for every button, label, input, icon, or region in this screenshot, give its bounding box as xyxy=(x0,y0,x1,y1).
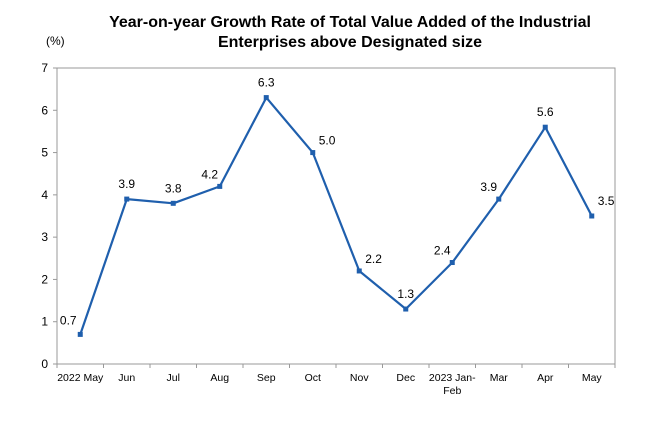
data-value-label: 2.2 xyxy=(365,252,382,266)
x-axis-tick-label-line: Aug xyxy=(210,372,229,384)
y-axis-tick-label: 7 xyxy=(41,61,48,75)
x-axis-tick-label-line: Sep xyxy=(257,372,276,384)
chart-title-line-1: Year-on-year Growth Rate of Total Value … xyxy=(109,14,591,31)
data-point-marker xyxy=(356,268,362,274)
x-axis-tick-label: 2023 Jan-Feb xyxy=(429,372,476,397)
chart-title-line-2: Enterprises above Designated size xyxy=(217,34,483,51)
x-axis-tick-label: Apr xyxy=(537,372,554,384)
x-axis-tick-label-line: Feb xyxy=(443,385,461,397)
x-axis-tick-label-line: 2023 Jan- xyxy=(429,372,476,384)
data-value-label: 0.7 xyxy=(60,313,77,327)
plot-area-frame xyxy=(56,67,616,365)
x-axis-tick-label-line: Mar xyxy=(490,372,509,384)
y-axis-tick-label: 3 xyxy=(41,230,48,244)
data-value-label: 5.6 xyxy=(537,105,554,119)
x-axis-tick-label-line: Dec xyxy=(396,372,415,384)
data-point-marker xyxy=(589,213,595,219)
x-axis-tick-label: Aug xyxy=(210,372,229,384)
y-axis-tick-label: 0 xyxy=(41,357,48,371)
y-axis-tick-label: 5 xyxy=(41,146,48,160)
data-value-label: 1.3 xyxy=(397,287,414,301)
y-axis-tick-label: 2 xyxy=(41,272,48,286)
x-axis-tick-label: Nov xyxy=(350,372,369,384)
x-axis-tick-label-line: Apr xyxy=(537,372,554,384)
x-axis-tick-label-line: Jun xyxy=(118,372,135,384)
x-axis-tick-label-line: Oct xyxy=(305,372,321,384)
x-axis-tick-label: Dec xyxy=(396,372,415,384)
data-point-marker xyxy=(542,124,548,130)
data-value-label: 3.9 xyxy=(480,180,497,194)
x-axis-tick-label: Oct xyxy=(305,372,321,384)
data-point-marker xyxy=(310,150,316,156)
data-value-label: 3.5 xyxy=(598,194,615,208)
x-axis-tick-label: May xyxy=(582,372,603,384)
x-axis-tick-label-line: Jul xyxy=(167,372,180,384)
x-axis-tick-label: Jul xyxy=(167,372,180,384)
chart-title: Year-on-year Growth Rate of Total Value … xyxy=(80,13,620,53)
x-axis-tick-label-line: May xyxy=(582,372,603,384)
x-axis-tick-label-line: Nov xyxy=(350,372,369,384)
data-point-marker xyxy=(496,196,502,202)
y-axis-tick-label: 1 xyxy=(41,315,48,329)
y-axis-tick-label: 4 xyxy=(41,188,48,202)
data-point-marker xyxy=(403,306,409,312)
series-line xyxy=(79,96,593,335)
data-point-marker xyxy=(124,196,130,202)
x-axis-tick-label: Jun xyxy=(118,372,135,384)
x-axis-tick-label: 2022 May xyxy=(57,372,104,384)
data-value-label: 6.3 xyxy=(258,76,275,90)
x-axis-tick-label: Mar xyxy=(490,372,509,384)
data-point-marker xyxy=(217,183,223,189)
x-axis-tick-label-line: 2022 May xyxy=(57,372,104,384)
data-value-label: 5.0 xyxy=(319,134,336,148)
data-value-label: 4.2 xyxy=(201,167,218,181)
data-value-label: 3.8 xyxy=(165,181,182,195)
data-point-marker xyxy=(263,95,269,101)
data-value-label: 3.9 xyxy=(118,177,135,191)
y-axis-tick-label: 6 xyxy=(41,103,48,117)
data-point-marker xyxy=(449,260,455,266)
data-point-marker xyxy=(77,331,83,337)
data-point-marker xyxy=(170,200,176,206)
x-axis-tick-label: Sep xyxy=(257,372,276,384)
y-axis-unit-label: (%) xyxy=(46,34,65,48)
data-value-label: 2.4 xyxy=(434,244,451,258)
